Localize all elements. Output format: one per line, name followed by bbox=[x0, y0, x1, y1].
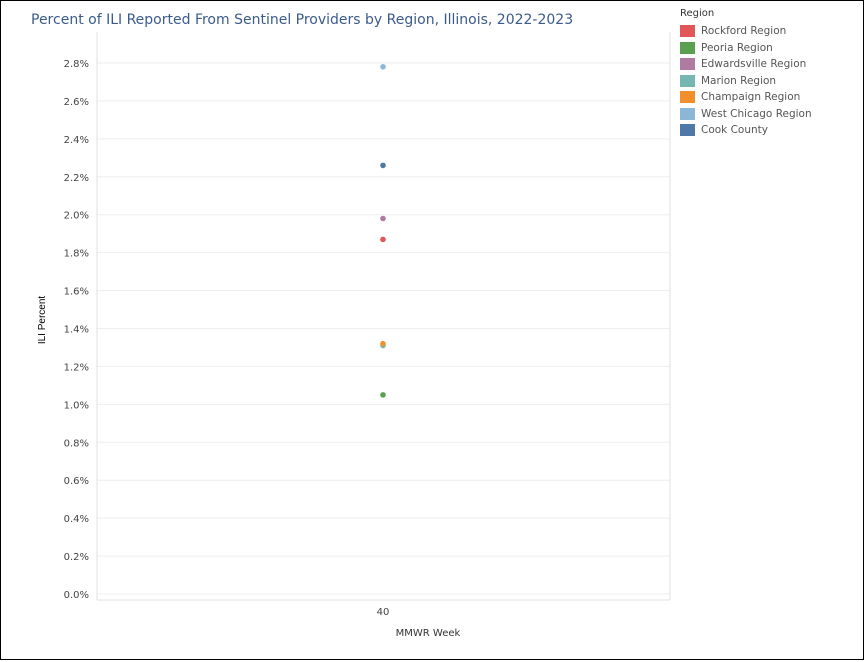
y-tick-label: 2.6% bbox=[64, 97, 89, 108]
legend-item-peoria-region[interactable]: Peoria Region bbox=[680, 40, 812, 57]
data-point-cook-county[interactable] bbox=[380, 162, 386, 169]
legend-items: Rockford Region Peoria Region Edwardsville… bbox=[680, 23, 812, 139]
y-tick-label: 0.4% bbox=[64, 514, 89, 525]
y-tick-label: 1.0% bbox=[64, 400, 89, 411]
legend-swatch bbox=[680, 124, 695, 137]
legend-label: West Chicago Region bbox=[701, 107, 812, 120]
legend-item-edwardsville-region[interactable]: Edwardsville Region bbox=[680, 56, 812, 73]
y-tick-label: 1.8% bbox=[64, 249, 89, 260]
data-point-west-chicago-region[interactable] bbox=[380, 63, 386, 70]
data-point-edwardsville-region[interactable] bbox=[380, 215, 386, 222]
legend-item-champaign-region[interactable]: Champaign Region bbox=[680, 89, 812, 106]
y-tick-label: 1.4% bbox=[64, 325, 89, 336]
data-point-rockford-region[interactable] bbox=[380, 236, 386, 243]
legend-label: Edwardsville Region bbox=[701, 58, 807, 71]
legend-item-rockford-region[interactable]: Rockford Region bbox=[680, 23, 812, 40]
y-axis-label: ILI Percent bbox=[37, 296, 48, 345]
legend-label: Cook County bbox=[701, 124, 768, 137]
chart-title: Percent of ILI Reported From Sentinel Pr… bbox=[31, 12, 574, 28]
legend-swatch bbox=[680, 25, 695, 38]
y-tick-label: 0.8% bbox=[64, 438, 89, 449]
y-tick-label: 0.0% bbox=[64, 590, 89, 601]
y-axis-tick-labels: 0.0% 0.2% 0.4% 0.6% 0.8% 1.0% 1.2% 1.4% 1.6% 1.8%… bbox=[64, 59, 89, 601]
data-point-peoria-region[interactable] bbox=[380, 392, 386, 398]
legend-label: Champaign Region bbox=[701, 91, 801, 104]
legend-swatch bbox=[680, 107, 695, 120]
legend-label: Rockford Region bbox=[701, 25, 787, 38]
legend-swatch bbox=[680, 58, 695, 71]
legend-swatch bbox=[680, 41, 695, 54]
legend-swatch bbox=[680, 91, 695, 104]
legend-swatch bbox=[680, 74, 695, 87]
legend-item-cook-county[interactable]: Cook County bbox=[680, 122, 812, 139]
legend-label: Marion Region bbox=[701, 74, 777, 87]
legend-label: Peoria Region bbox=[701, 41, 773, 54]
legend-item-marion-region[interactable]: Marion Region bbox=[680, 73, 812, 90]
y-tick-label: 2.0% bbox=[64, 211, 89, 222]
x-tick-label: 40 bbox=[377, 607, 390, 618]
y-tick-label: 0.6% bbox=[64, 476, 89, 487]
legend: Region Rockford Region Peoria Region Edwar… bbox=[680, 8, 812, 139]
y-tick-label: 1.2% bbox=[64, 362, 89, 373]
legend-item-west-chicago-region[interactable]: West Chicago Region bbox=[680, 106, 812, 123]
x-axis-label: MMWR Week bbox=[396, 628, 461, 639]
y-tick-label: 0.2% bbox=[64, 552, 89, 563]
y-tick-label: 2.8% bbox=[64, 59, 89, 70]
y-tick-label: 2.4% bbox=[64, 135, 89, 146]
grid-lines bbox=[96, 32, 671, 601]
y-tick-label: 2.2% bbox=[64, 173, 89, 184]
legend-title: Region bbox=[680, 8, 715, 19]
data-point-champaign-region[interactable] bbox=[380, 340, 386, 347]
y-tick-label: 1.6% bbox=[64, 287, 89, 298]
x-axis-tick-labels: 40 bbox=[377, 607, 390, 618]
data-points bbox=[380, 63, 386, 398]
